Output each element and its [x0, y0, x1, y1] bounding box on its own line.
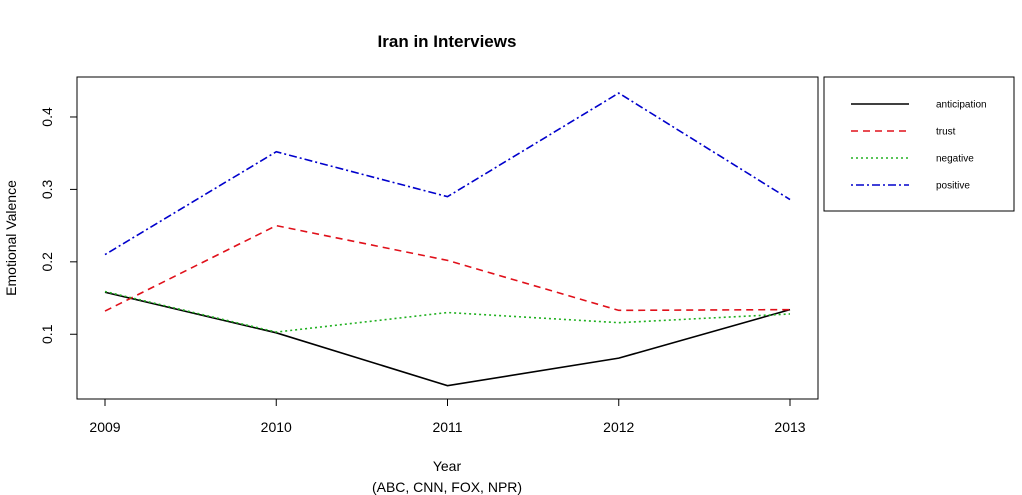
y-tick-label: 0.4 — [39, 107, 55, 127]
legend-label-negative: negative — [936, 154, 974, 165]
series-line-negative — [104, 290, 791, 333]
legend-label-anticipation: anticipation — [936, 100, 987, 111]
y-tick-label: 0.1 — [39, 324, 55, 344]
x-tick-label: 2012 — [603, 419, 634, 435]
y-tick-label: 0.2 — [39, 252, 55, 272]
x-tick-label: 2010 — [261, 419, 292, 435]
x-axis: 2009 2010 2011 2012 2013 — [89, 398, 806, 435]
x-tick-label: 2009 — [89, 419, 120, 435]
y-axis-label: Emotional Valence — [3, 180, 19, 296]
legend: anticipation trust negative positive — [823, 76, 1015, 212]
x-axis-sublabel: (ABC, CNN, FOX, NPR) — [372, 479, 522, 495]
x-tick-label: 2013 — [774, 419, 805, 435]
legend-box — [823, 76, 1015, 212]
series-lines — [104, 92, 791, 387]
chart-title: Iran in Interviews — [378, 32, 517, 51]
y-axis: 0.1 0.2 0.3 0.4 — [39, 107, 78, 344]
plot-frame — [76, 76, 819, 400]
series-line-trust — [104, 224, 791, 312]
x-axis-label: Year — [433, 458, 462, 474]
series-line-positive — [104, 92, 791, 256]
x-tick-label: 2011 — [432, 419, 462, 435]
legend-label-trust: trust — [936, 127, 956, 138]
series-line-anticipation — [104, 291, 791, 387]
y-tick-label: 0.3 — [39, 179, 55, 199]
legend-label-positive: positive — [936, 181, 970, 192]
